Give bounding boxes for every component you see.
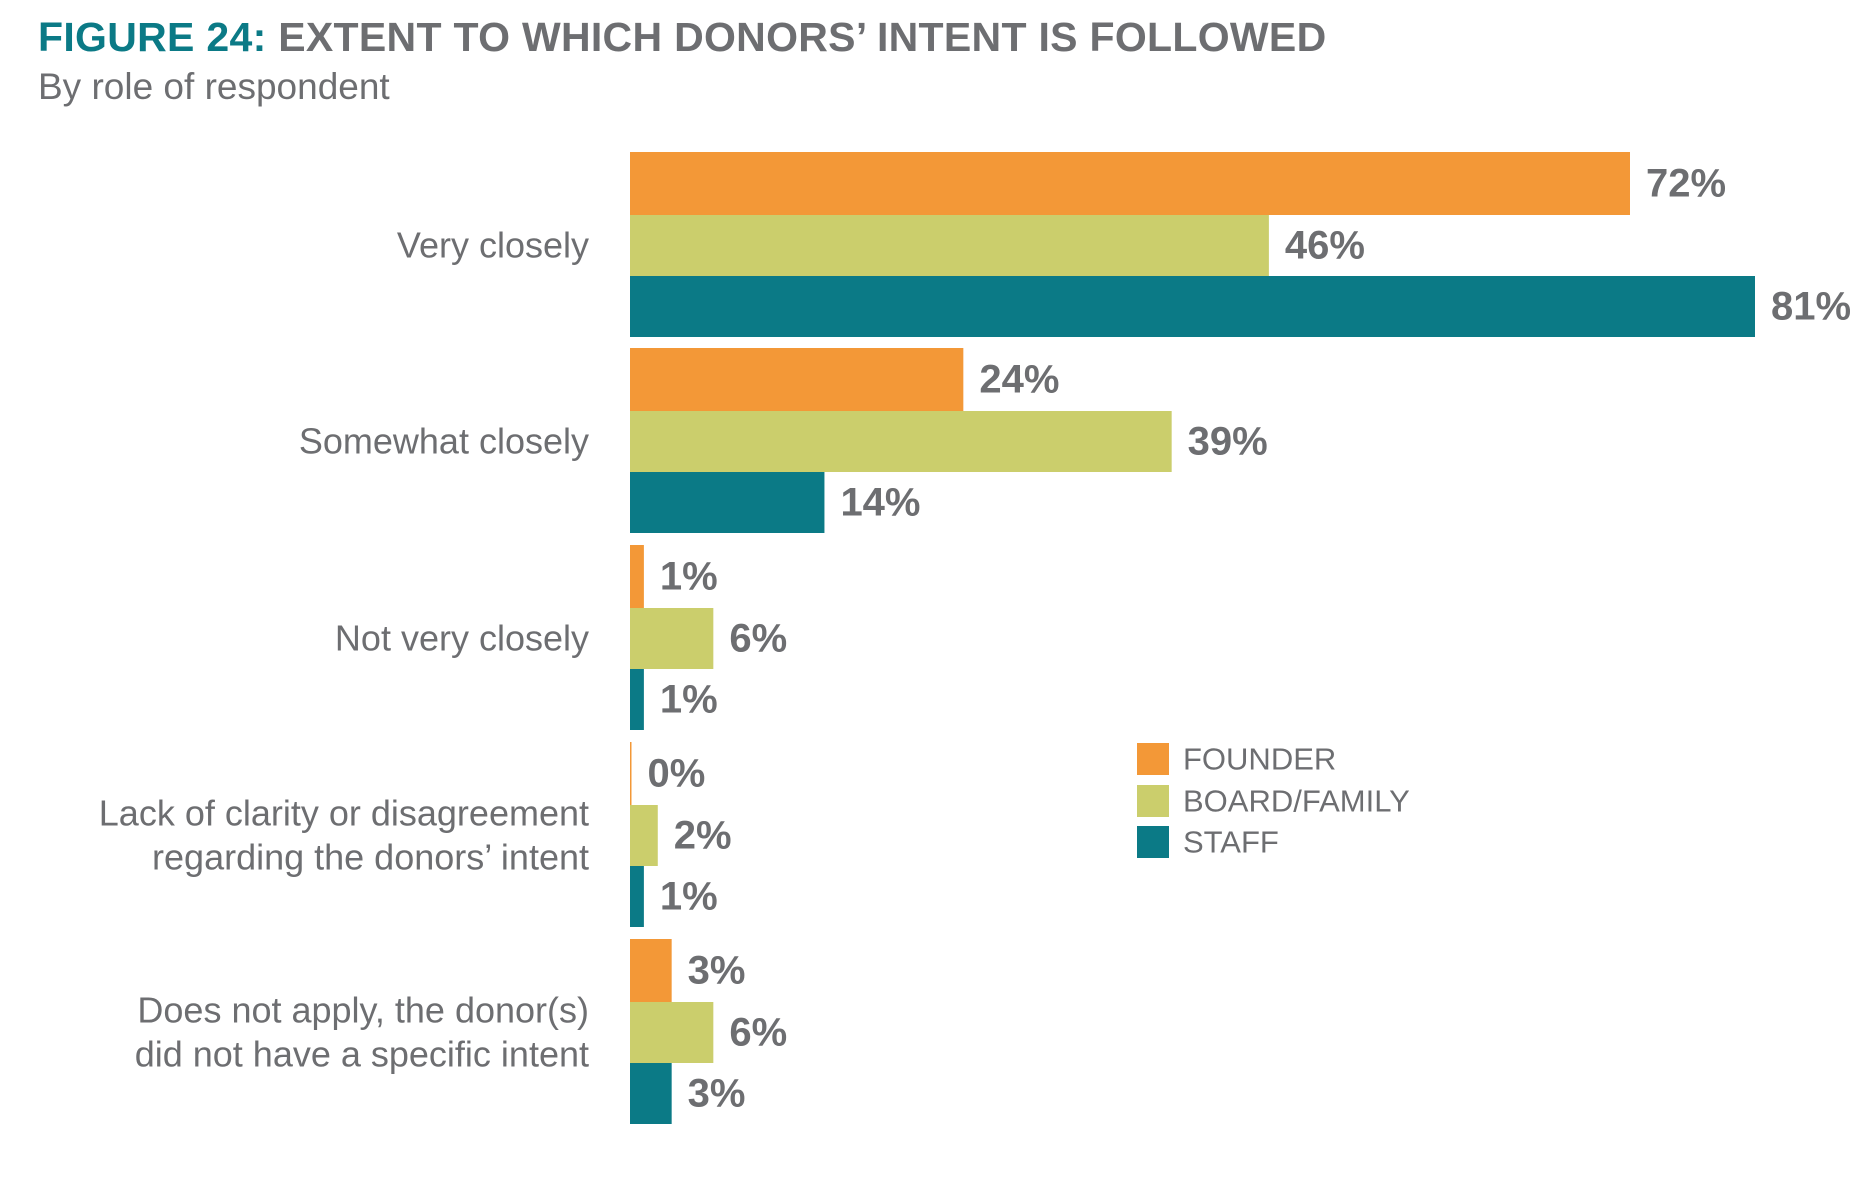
data-label: 6% bbox=[729, 617, 787, 661]
data-label: 39% bbox=[1188, 420, 1268, 464]
bar bbox=[630, 411, 1172, 472]
category-label: Lack of clarity or disagreement bbox=[99, 793, 589, 834]
data-label: 72% bbox=[1646, 162, 1726, 206]
data-label: 0% bbox=[648, 752, 706, 796]
bar bbox=[630, 276, 1755, 337]
category-label: did not have a specific intent bbox=[135, 1034, 589, 1075]
legend-swatch bbox=[1137, 785, 1169, 817]
data-label: 2% bbox=[674, 814, 732, 858]
title-text: EXTENT TO WHICH DONORS’ INTENT IS FOLLOW… bbox=[278, 14, 1327, 60]
bar bbox=[630, 215, 1269, 276]
bar bbox=[630, 608, 714, 669]
data-label: 81% bbox=[1771, 285, 1851, 329]
category-label: Does not apply, the donor(s) bbox=[137, 990, 589, 1031]
legend-swatch bbox=[1137, 826, 1169, 858]
bar bbox=[630, 669, 644, 730]
category-label: regarding the donors’ intent bbox=[152, 837, 589, 878]
data-label: 1% bbox=[660, 555, 718, 599]
bar bbox=[630, 1063, 672, 1124]
legend-label: STAFF bbox=[1183, 825, 1279, 860]
data-label: 6% bbox=[729, 1011, 787, 1055]
legend-label: FOUNDER bbox=[1183, 742, 1336, 777]
chart-subtitle: By role of respondent bbox=[38, 66, 390, 107]
data-label: 3% bbox=[688, 949, 746, 993]
bar bbox=[630, 472, 825, 533]
chart-title: FIGURE 24: EXTENT TO WHICH DONORS’ INTEN… bbox=[38, 14, 1326, 61]
category-label: Somewhat closely bbox=[299, 421, 589, 462]
bar bbox=[630, 545, 644, 608]
data-label: 24% bbox=[979, 358, 1059, 402]
bar bbox=[630, 1002, 714, 1063]
data-label: 1% bbox=[660, 875, 718, 919]
legend-label: BOARD/FAMILY bbox=[1183, 784, 1410, 819]
bar bbox=[630, 866, 644, 927]
bar bbox=[630, 805, 658, 866]
figure-label: FIGURE 24: bbox=[38, 14, 267, 60]
data-label: 46% bbox=[1285, 224, 1365, 268]
category-label: Not very closely bbox=[335, 618, 589, 659]
data-label: 14% bbox=[840, 481, 920, 525]
bar bbox=[630, 939, 672, 1002]
bar bbox=[630, 742, 632, 805]
data-label: 1% bbox=[660, 678, 718, 722]
bar bbox=[630, 348, 964, 411]
category-label: Very closely bbox=[397, 225, 589, 266]
data-label: 3% bbox=[688, 1072, 746, 1116]
bar bbox=[630, 152, 1630, 215]
legend-swatch bbox=[1137, 743, 1169, 775]
